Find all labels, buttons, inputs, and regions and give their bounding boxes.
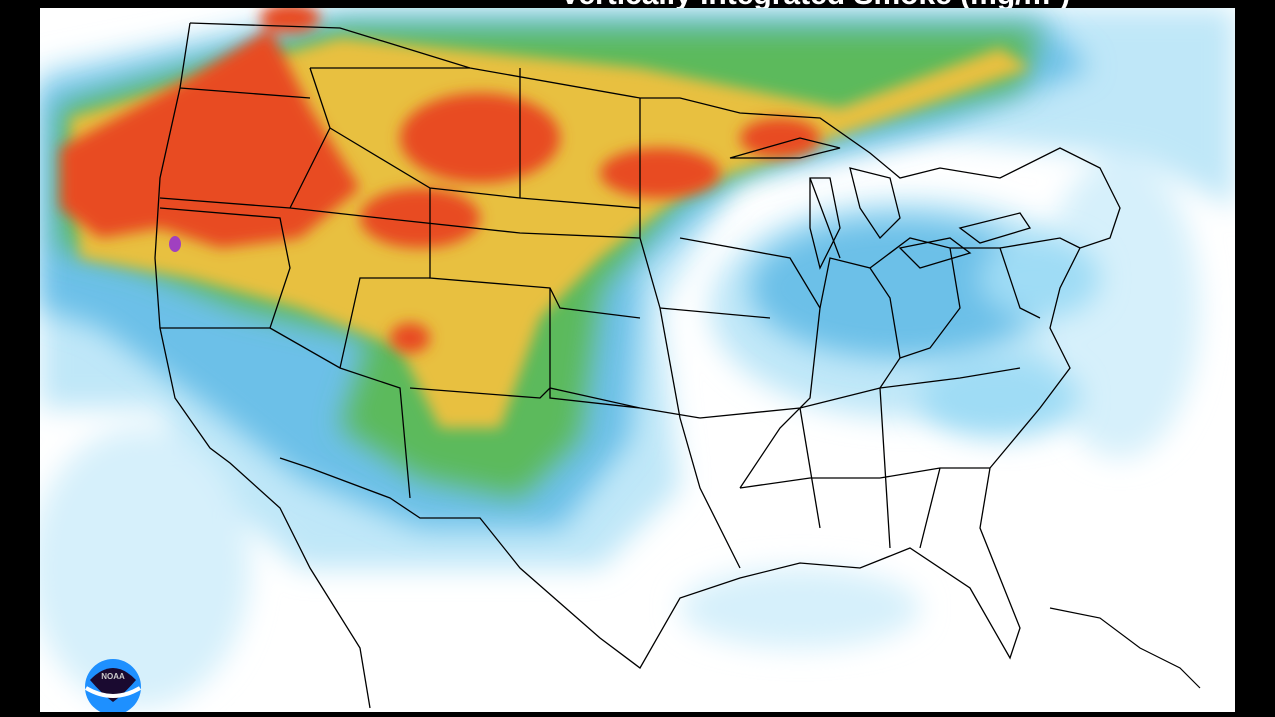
smoke-peak bbox=[169, 236, 181, 252]
florida-cuba bbox=[1049, 607, 1201, 689]
noaa-logo-text: NOAA bbox=[101, 672, 125, 681]
map-title: Vertically Integrated Smoke (mg/m²) bbox=[560, 0, 1260, 12]
state-borders bbox=[154, 22, 1121, 709]
great-lakes bbox=[729, 137, 1032, 270]
smoke-layer bbox=[40, 8, 1235, 709]
smoke-map: NOAA bbox=[40, 8, 1235, 712]
noaa-logo-icon bbox=[84, 659, 142, 712]
noaa-logo: NOAA bbox=[84, 658, 142, 712]
smoke-red bbox=[60, 8, 820, 353]
